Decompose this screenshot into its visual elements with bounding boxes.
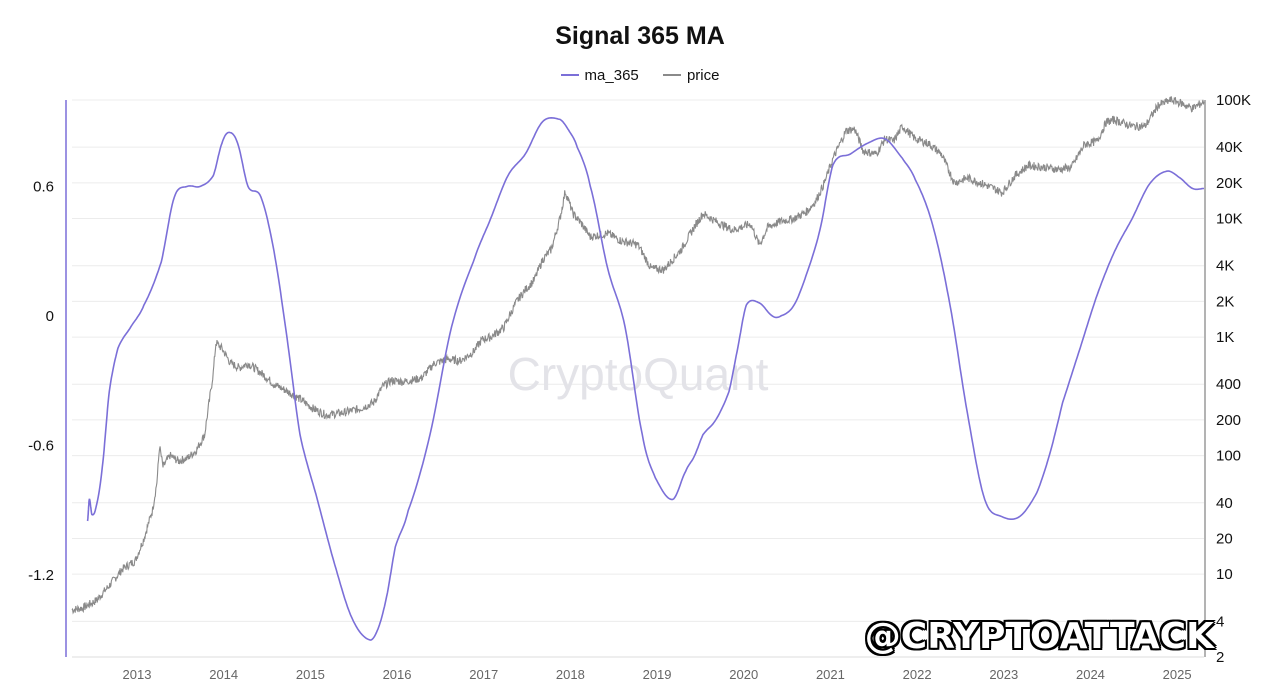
x-tick-label: 2025 bbox=[1163, 667, 1192, 682]
handle-watermark: @CRYPTOATTACK bbox=[864, 616, 1214, 657]
y-right-tick-label: 10 bbox=[1216, 566, 1233, 583]
x-tick-label: 2015 bbox=[296, 667, 325, 682]
legend-label-ma-365: ma_365 bbox=[584, 66, 639, 84]
legend-item-ma-365[interactable]: ma_365 bbox=[560, 66, 639, 84]
legend-item-price[interactable]: price bbox=[662, 66, 720, 84]
y-right-tick-label: 40K bbox=[1216, 139, 1243, 156]
y-right-tick-label: 20 bbox=[1216, 530, 1233, 547]
x-tick-label: 2018 bbox=[556, 667, 585, 682]
x-tick-label: 2014 bbox=[209, 667, 238, 682]
y-right-tick-label: 4 bbox=[1216, 613, 1224, 630]
x-tick-label: 2020 bbox=[729, 667, 758, 682]
y-right-tick-label: 100 bbox=[1216, 448, 1241, 465]
y-left-tick-label: -0.6 bbox=[28, 437, 54, 454]
ma-365-series-line bbox=[86, 116, 1204, 641]
y-right-tick-label: 1K bbox=[1216, 329, 1234, 346]
y-left-tick-label: 0.6 bbox=[33, 178, 54, 195]
x-tick-label: 2023 bbox=[989, 667, 1018, 682]
y-right-tick-label: 10K bbox=[1216, 211, 1243, 228]
x-tick-label: 2013 bbox=[123, 667, 152, 682]
price-series-line bbox=[71, 96, 1205, 615]
y-right-tick-label: 400 bbox=[1216, 376, 1241, 393]
chart-title: Signal 365 MA bbox=[555, 22, 725, 50]
x-tick-label: 2024 bbox=[1076, 667, 1105, 682]
y-right-tick-label: 40 bbox=[1216, 495, 1233, 512]
x-tick-label: 2017 bbox=[469, 667, 498, 682]
legend-swatch-price bbox=[662, 74, 681, 76]
y-right-tick-label: 2 bbox=[1216, 649, 1224, 666]
y-right-tick-label: 100K bbox=[1216, 92, 1251, 109]
y-left-tick-label: -1.2 bbox=[28, 567, 54, 584]
y-left-tick-label: 0 bbox=[46, 308, 54, 325]
y-right-tick-label: 2K bbox=[1216, 293, 1234, 310]
y-right-tick-label: 4K bbox=[1216, 258, 1234, 275]
y-right-tick-label: 20K bbox=[1216, 175, 1243, 192]
legend-label-price: price bbox=[686, 66, 720, 84]
x-tick-label: 2016 bbox=[383, 667, 412, 682]
legend-swatch-ma-365 bbox=[560, 74, 579, 76]
y-right-tick-label: 200 bbox=[1216, 412, 1241, 429]
x-tick-label: 2021 bbox=[816, 667, 845, 682]
cryptoquant-watermark: CryptoQuant bbox=[508, 348, 769, 400]
x-tick-label: 2019 bbox=[643, 667, 672, 682]
x-tick-label: 2022 bbox=[903, 667, 932, 682]
legend: ma_365 price bbox=[0, 63, 1280, 84]
